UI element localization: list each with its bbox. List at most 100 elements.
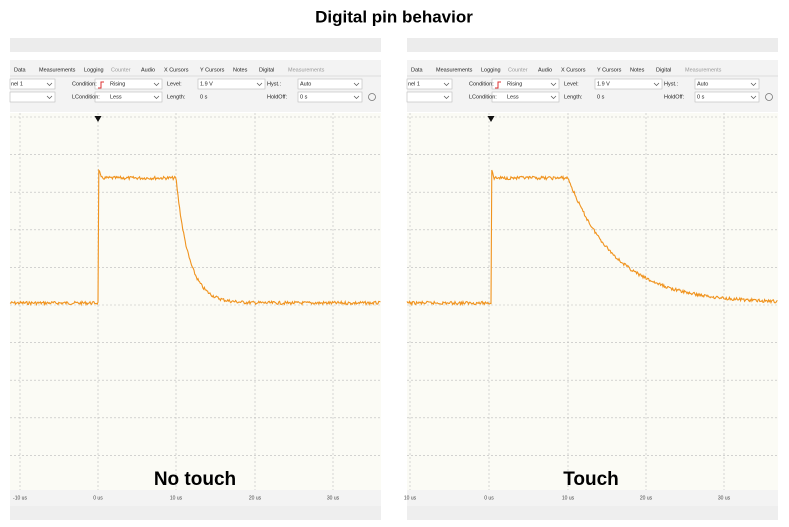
- dropdown-arrow: [353, 82, 360, 86]
- dropdown: [94, 91, 163, 103]
- tab: Audio: [538, 67, 552, 73]
- tab: Logging: [481, 67, 501, 73]
- setting-text: 0 s: [300, 94, 308, 100]
- setting-text: nel 1: [408, 81, 420, 87]
- waveform: [406, 169, 778, 307]
- setting-text: Condition:: [72, 81, 97, 87]
- plot-area: [407, 113, 778, 490]
- scope-panel: Data Measurements Logging Counter Audio X Cur…: [404, 38, 778, 520]
- bottom-bar: [407, 490, 778, 506]
- plot-area: [10, 113, 381, 490]
- setting-text: Condition:: [469, 81, 494, 87]
- dropdown-arrow: [153, 95, 160, 99]
- trigger-marker: [94, 116, 102, 122]
- dropdown-arrow: [750, 95, 757, 99]
- setting-text: Rising: [110, 81, 125, 87]
- tab: Measurements: [39, 67, 76, 73]
- x-label: -10 us: [13, 495, 27, 501]
- setting-text: Level:: [564, 81, 579, 87]
- edge-icon: [495, 81, 501, 89]
- x-label: 30 us: [718, 495, 731, 501]
- x-label: 10 us: [170, 495, 183, 501]
- setting-text: 0 s: [597, 94, 605, 100]
- dropdown: [694, 78, 760, 90]
- x-label: 20 us: [249, 495, 262, 501]
- dropdown-arrow: [550, 82, 557, 86]
- edge-icon: [98, 81, 104, 89]
- tab: Counter: [111, 67, 131, 73]
- setting-text: Less: [507, 94, 519, 100]
- setting-text: Auto: [300, 81, 311, 87]
- tab: Audio: [141, 67, 155, 73]
- dropdown-arrow: [750, 82, 757, 86]
- dropdown: [94, 78, 163, 90]
- dropdown: [491, 91, 560, 103]
- tab: Measurements: [685, 67, 722, 73]
- tab: Measurements: [436, 67, 473, 73]
- tab: Data: [411, 67, 424, 73]
- dropdown-arrow: [550, 95, 557, 99]
- setting-text: 0 s: [697, 94, 705, 100]
- dropdown-arrow: [46, 95, 53, 99]
- x-label: 30 us: [327, 495, 340, 501]
- setting-text: 1.9 V: [597, 81, 610, 87]
- footer: [407, 506, 778, 520]
- dropdown: [9, 91, 56, 103]
- dropdown-arrow: [443, 95, 450, 99]
- caption: No touch: [154, 469, 236, 490]
- reset-icon: [368, 93, 376, 101]
- tab: Y Cursors: [597, 67, 622, 73]
- dropdown: [694, 91, 760, 103]
- top-bar: [407, 38, 778, 52]
- waveform: [9, 168, 381, 307]
- trigger-marker: [487, 116, 495, 122]
- dropdown: [491, 78, 560, 90]
- tab: Digital: [259, 67, 274, 73]
- setting-text: nel 1: [11, 81, 23, 87]
- x-label: 10 us: [404, 495, 417, 501]
- tab: X Cursors: [561, 67, 586, 73]
- dropdown-arrow: [256, 82, 263, 86]
- tab: Logging: [84, 67, 104, 73]
- dropdown-arrow: [443, 82, 450, 86]
- scope-panel: Data Measurements Logging Counter Audio X Cur…: [9, 38, 381, 520]
- dropdown: [406, 91, 453, 103]
- tab: Data: [14, 67, 27, 73]
- dropdown-arrow: [653, 82, 660, 86]
- setting-text: Length:: [167, 94, 186, 100]
- setting-text: HoldOff:: [267, 94, 288, 100]
- x-label: 0 us: [93, 495, 103, 501]
- setting-text: Hyst.:: [267, 81, 282, 87]
- footer: [10, 506, 381, 520]
- reset-icon: [765, 93, 773, 101]
- setting-text: HoldOff:: [664, 94, 685, 100]
- dropdown: [9, 78, 56, 90]
- setting-text: Length:: [564, 94, 583, 100]
- dropdown: [406, 78, 453, 90]
- setting-text: 1.9 V: [200, 81, 213, 87]
- setting-text: Level:: [167, 81, 182, 87]
- bottom-bar: [10, 490, 381, 506]
- dropdown-arrow: [153, 82, 160, 86]
- setting-text: LCondition:: [72, 94, 100, 100]
- tab: Y Cursors: [200, 67, 225, 73]
- tab: Notes: [630, 67, 645, 73]
- dropdown: [297, 78, 363, 90]
- page-title: Digital pin behavior: [315, 7, 473, 26]
- top-bar: [10, 38, 381, 52]
- caption: Touch: [563, 469, 619, 490]
- dropdown: [297, 91, 363, 103]
- x-label: 20 us: [640, 495, 653, 501]
- dropdown-arrow: [353, 95, 360, 99]
- setting-text: LCondition:: [469, 94, 497, 100]
- x-label: 10 us: [562, 495, 575, 501]
- dropdown: [197, 78, 266, 90]
- tab: Digital: [656, 67, 671, 73]
- x-label: 0 us: [484, 495, 494, 501]
- tab: Notes: [233, 67, 248, 73]
- dropdown: [594, 78, 663, 90]
- dropdown-arrow: [46, 82, 53, 86]
- tab: X Cursors: [164, 67, 189, 73]
- tab: Measurements: [288, 67, 325, 73]
